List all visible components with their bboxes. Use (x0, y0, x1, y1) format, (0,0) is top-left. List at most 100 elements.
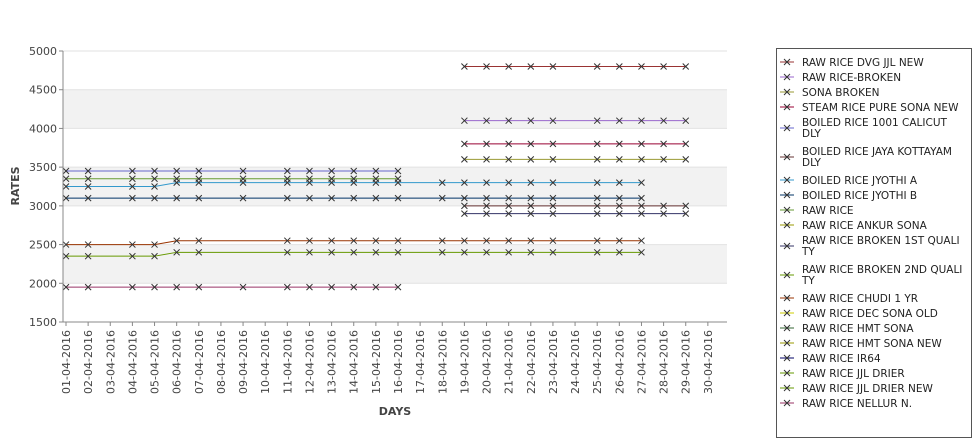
data-point (505, 63, 513, 70)
data-point (593, 248, 601, 256)
data-point (483, 179, 490, 186)
data-point (84, 194, 92, 202)
data-point (505, 194, 513, 202)
data-point (593, 117, 601, 125)
legend-label: RAW RICE JJL DRIER NEW (802, 383, 934, 395)
data-point (461, 179, 468, 186)
legend-marker (783, 221, 791, 229)
data-point (638, 117, 645, 125)
rates-chart: 1500 2000 2500 3000 3500 4000 4500 5000 01-04-2… (9, 45, 727, 418)
data-point (129, 241, 136, 248)
data-point (593, 140, 601, 148)
data-point (615, 248, 623, 256)
data-point (660, 140, 667, 148)
series (62, 283, 402, 291)
data-point (350, 283, 358, 291)
data-point (173, 167, 181, 175)
data-point (593, 63, 601, 70)
data-point (84, 183, 92, 190)
x-tick-label: 10-04-2016 (259, 330, 272, 394)
data-point (505, 179, 513, 186)
data-point (527, 248, 535, 256)
legend-label: BOILED RICE 1001 CALICUT (802, 117, 948, 129)
series (461, 140, 690, 148)
x-tick-label: 08-04-2016 (215, 330, 228, 394)
data-point (62, 283, 70, 291)
legend-marker (783, 309, 791, 317)
data-point (615, 156, 623, 163)
legend-marker (783, 58, 791, 66)
data-point (660, 210, 667, 217)
series (461, 63, 690, 70)
data-point (638, 179, 645, 186)
y-tick-label: 2000 (29, 277, 57, 290)
series (62, 194, 645, 202)
data-point (129, 252, 136, 260)
grid-band (63, 51, 727, 90)
data-point (483, 140, 490, 148)
data-point (527, 202, 535, 210)
data-point (350, 167, 358, 175)
legend-label: DLY (802, 157, 822, 169)
data-point (638, 156, 645, 163)
data-point (195, 237, 203, 245)
data-point (62, 241, 70, 248)
x-tick-label: 16-04-2016 (392, 330, 405, 394)
data-point (505, 156, 513, 163)
data-point (660, 202, 667, 210)
data-point (461, 140, 468, 148)
series (461, 210, 690, 217)
y-tick-label: 4000 (29, 122, 57, 135)
legend-marker (783, 339, 791, 347)
legend-marker (783, 153, 791, 161)
legend-item: BOILED RICE JAYA KOTTAYAM DLY (780, 146, 952, 169)
x-tick-label: 23-04-2016 (547, 330, 560, 394)
x-tick-label: 04-04-2016 (126, 330, 139, 394)
legend-label: RAW RICE (802, 205, 854, 217)
data-point (195, 167, 203, 175)
data-point (682, 210, 690, 217)
data-point (151, 241, 158, 248)
data-point (638, 194, 645, 202)
legend-marker (783, 88, 791, 96)
data-point (527, 179, 535, 186)
data-point (350, 237, 358, 245)
legend-item: BOILED RICE JYOTHI B (780, 190, 917, 202)
data-point (195, 248, 203, 256)
data-point (682, 63, 690, 70)
legend-item: RAW RICE JJL DRIER (780, 368, 905, 380)
data-point (195, 175, 203, 183)
x-tick-label: 05-04-2016 (149, 330, 162, 394)
data-point (173, 283, 181, 291)
legend-label: RAW RICE NELLUR N. (802, 398, 912, 410)
data-point (394, 194, 402, 202)
data-point (638, 140, 645, 148)
data-point (328, 248, 335, 256)
x-tick-label: 01-04-2016 (60, 330, 73, 394)
data-point (527, 156, 535, 163)
legend-marker (783, 399, 791, 407)
legend-label: STEAM RICE PURE SONA NEW (802, 102, 959, 114)
x-tick-label: 02-04-2016 (82, 330, 95, 394)
data-point (549, 179, 557, 186)
data-point (129, 194, 136, 202)
data-point (62, 175, 70, 183)
legend-label: RAW RICE BROKEN 2ND QUALI (802, 264, 962, 276)
data-point (505, 210, 513, 217)
grid-band (63, 244, 727, 284)
x-tick-label: 28-04-2016 (658, 330, 671, 394)
data-point (372, 175, 380, 183)
data-point (438, 179, 446, 186)
data-point (660, 117, 667, 125)
data-point (372, 248, 380, 256)
x-tick-label: 18-04-2016 (436, 330, 449, 394)
data-point (394, 175, 402, 183)
x-tick-label: 09-04-2016 (237, 330, 250, 394)
data-point (660, 63, 667, 70)
data-point (461, 237, 468, 245)
x-tick-label: 21-04-2016 (503, 330, 516, 394)
data-point (328, 283, 335, 291)
y-tick-label: 2500 (29, 239, 57, 252)
data-point (350, 175, 358, 183)
